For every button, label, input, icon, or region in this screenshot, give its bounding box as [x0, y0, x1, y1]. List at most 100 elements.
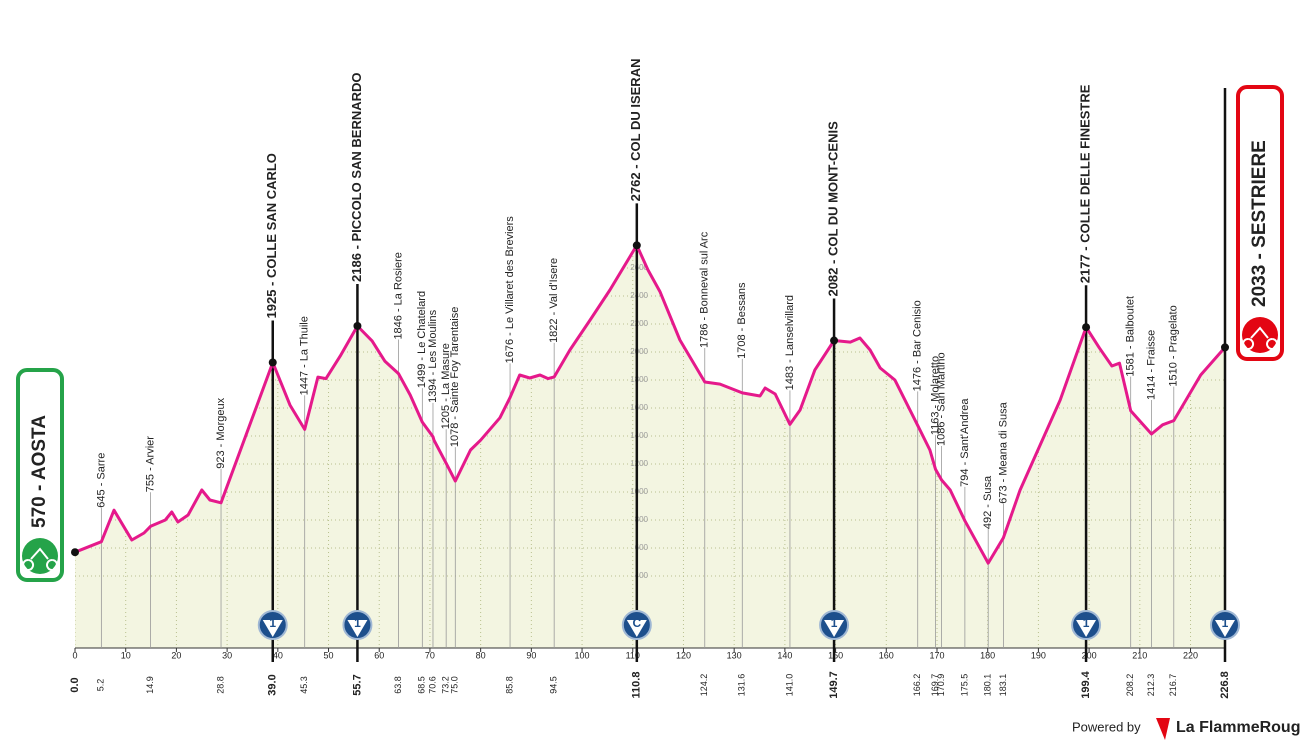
km-label: 94.5	[549, 676, 559, 694]
km-label: 212.3	[1146, 674, 1156, 697]
km-label: 45.3	[299, 676, 309, 694]
waypoint-dot	[1082, 323, 1091, 332]
km-label: 175.5	[959, 674, 969, 697]
brand-logo	[1156, 718, 1170, 740]
km-label: 63.8	[393, 676, 403, 694]
gpm-label: 1	[269, 616, 276, 630]
km-label: 73.2	[441, 676, 451, 694]
gpm-label: C	[632, 616, 641, 630]
waypoint-dot	[353, 321, 362, 330]
waypoint-label: 1394 - Les Moulins	[427, 309, 439, 402]
km-label: 0.0	[69, 677, 81, 692]
x-tick-label: 140	[777, 650, 792, 660]
profile-line	[74, 243, 1227, 565]
y-tick-label: 2600	[630, 263, 648, 272]
x-tick-label: 70	[425, 650, 435, 660]
waypoint-label: 1581 - Balboutet	[1125, 296, 1137, 377]
x-tick-label: 60	[374, 650, 384, 660]
x-tick-label: 160	[879, 650, 894, 660]
waypoint-label: 1205 - La Masure	[440, 343, 452, 429]
x-tick-label: 40	[273, 650, 283, 660]
x-tick-label: 90	[526, 650, 536, 660]
waypoint-dot	[268, 358, 277, 367]
brand: La FlammeRouge	[1176, 719, 1300, 736]
y-tick-label: 400	[635, 571, 649, 580]
gpm-label: 1	[354, 616, 361, 630]
x-tick-label: 210	[1132, 650, 1147, 660]
y-tick-label: 1800	[630, 375, 648, 384]
waypoint-label: 1510 - Pragelato	[1168, 305, 1180, 386]
km-label: 124.2	[699, 674, 709, 697]
gpm-label: 1	[831, 616, 838, 630]
waypoint-label: 755 - Arvier	[144, 436, 156, 493]
waypoint-label: 794 - Sant'Andrea	[959, 398, 971, 487]
x-tick-label: 0	[72, 650, 77, 660]
summit-label: 2186 - PICCOLO SAN BERNARDO	[349, 72, 364, 281]
km-label: 216.7	[1168, 674, 1178, 697]
x-tick-label: 170	[929, 650, 944, 660]
waypoint-dot	[632, 241, 641, 250]
waypoint-label: 1078 - Sainte Foy Tarentaise	[449, 307, 461, 447]
waypoint-label: 1483 - Lanselvillard	[784, 295, 796, 390]
waypoint-label: 1499 - Le Chatelard	[416, 291, 428, 388]
x-tick-label: 120	[676, 650, 691, 660]
x-tick-label: 190	[1031, 650, 1046, 660]
y-tick-label: 600	[635, 543, 649, 552]
powered-by: Powered by	[1072, 719, 1141, 734]
x-tick-label: 30	[222, 650, 232, 660]
km-label: 14.9	[145, 676, 155, 694]
profile-area	[75, 245, 1225, 649]
km-label: 28.8	[215, 676, 225, 694]
km-label: 166.2	[912, 674, 922, 697]
waypoint-dot	[830, 336, 839, 345]
y-tick-label: 1000	[630, 487, 648, 496]
km-label: 75.0	[450, 676, 460, 694]
summit-label: 2762 - COL DU ISERAN	[628, 59, 643, 202]
badge-label: 570 - AOSTA	[29, 415, 50, 528]
waypoint-label: 1414 - Fraisse	[1145, 330, 1157, 400]
badge-label: 2033 - SESTRIERE	[1249, 140, 1270, 307]
km-label: 208.2	[1125, 674, 1135, 697]
y-tick-label: 1200	[630, 459, 648, 468]
km-label: 183.1	[998, 674, 1008, 697]
waypoint-label: 1086 - San Martino	[935, 352, 947, 446]
km-label: 170.9	[936, 674, 946, 697]
km-label: 141.0	[784, 674, 794, 697]
summit-label: 2177 - COLLE DELLE FINESTRE	[1078, 84, 1093, 283]
x-tick-label: 150	[828, 650, 843, 660]
cyclist	[22, 547, 59, 571]
summit-label: 1925 - COLLE SAN CARLO	[264, 153, 279, 318]
km-label: 110.8	[631, 672, 643, 699]
waypoint-label: 1708 - Bessans	[736, 282, 748, 359]
y-tick-label: 1400	[630, 431, 648, 440]
waypoint-label: 645 - Sarre	[95, 453, 107, 508]
waypoint-label: 1786 - Bonneval sul Arc	[699, 231, 711, 348]
y-tick-label: 2000	[630, 347, 648, 356]
km-label: 169.7	[930, 674, 940, 697]
x-tick-label: 200	[1082, 650, 1097, 660]
km-label: 85.8	[504, 676, 514, 694]
km-label: 68.5	[417, 676, 427, 694]
badge	[16, 368, 64, 582]
cyclist	[1242, 326, 1279, 350]
x-tick-label: 220	[1183, 650, 1198, 660]
waypoint-label: 1476 - Bar Cenisio	[912, 300, 924, 391]
gpm-arrow	[262, 620, 283, 637]
km-label: 131.6	[737, 674, 747, 697]
badge-icon	[22, 538, 58, 574]
km-label: 180.1	[983, 674, 993, 697]
waypoint-label: 1447 - La Thuile	[299, 316, 311, 395]
x-tick-label: 50	[324, 650, 334, 660]
waypoint-label: 492 - Susa	[982, 475, 994, 529]
gpm-label: 1	[1083, 616, 1090, 630]
x-tick-label: 80	[476, 650, 486, 660]
gpm-arrow	[1076, 620, 1097, 637]
waypoint-dot	[71, 548, 79, 557]
y-tick-label: 2400	[630, 291, 648, 300]
badge	[1236, 85, 1284, 361]
x-tick-label: 110	[626, 650, 640, 660]
km-label: 70.6	[427, 676, 437, 694]
km-label: 55.7	[351, 674, 363, 695]
badge-icon	[1242, 317, 1278, 353]
